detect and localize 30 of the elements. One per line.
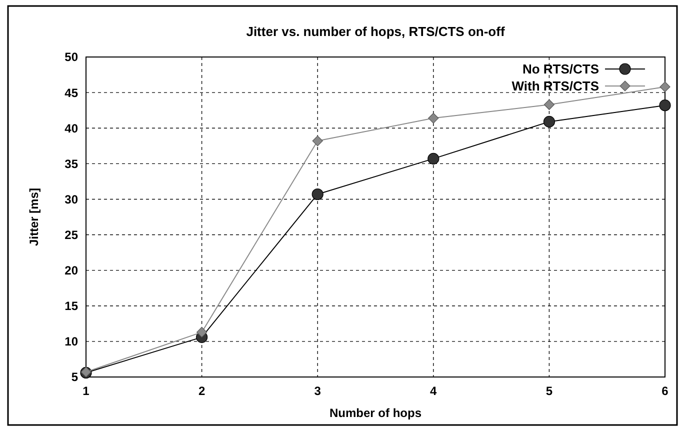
y-tick-label: 25 — [64, 228, 78, 242]
point — [312, 188, 324, 200]
x-tick-label: 1 — [82, 384, 90, 398]
y-tick-label: 40 — [64, 121, 78, 136]
x-tick-label: 5 — [546, 384, 553, 398]
chart-title: Jitter vs. number of hops, RTS/CTS on-off — [246, 24, 506, 39]
y-tick-label: 15 — [64, 299, 78, 314]
x-tick-label: 4 — [430, 384, 438, 398]
y-tick-label: 10 — [64, 334, 78, 349]
point — [428, 112, 439, 124]
y-tick-label: 45 — [64, 86, 78, 100]
y-tick-label: 50 — [64, 50, 78, 64]
point — [660, 82, 670, 92]
y-tick-label: 35 — [64, 156, 78, 171]
point — [659, 100, 671, 112]
point — [312, 136, 323, 146]
legend-label: No RTS/CTS — [522, 62, 600, 77]
point — [544, 99, 554, 110]
y-tick-label: 5 — [71, 370, 78, 384]
y-tick-label: 30 — [64, 192, 78, 206]
point — [543, 116, 555, 128]
x-axis-title: Number of hops — [330, 406, 422, 420]
legend-label: With RTS/CTS — [512, 78, 600, 94]
x-tick-label: 3 — [314, 384, 322, 398]
x-tick-label: 2 — [198, 384, 206, 398]
point — [196, 326, 208, 338]
x-tick-label: 6 — [662, 384, 669, 398]
y-axis-title: Jitter [ms] — [27, 188, 41, 246]
y-tick-label: 20 — [64, 264, 78, 278]
point — [428, 152, 440, 164]
